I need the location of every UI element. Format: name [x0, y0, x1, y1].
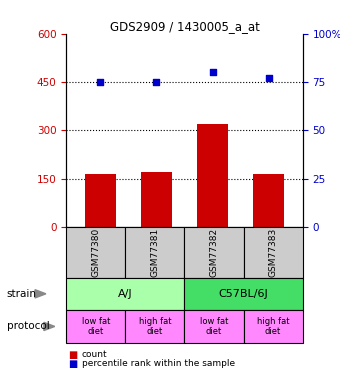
- Polygon shape: [44, 322, 55, 331]
- Text: C57BL/6J: C57BL/6J: [219, 289, 268, 299]
- Text: GSM77381: GSM77381: [150, 228, 159, 277]
- Bar: [85, 174, 116, 227]
- Text: low fat
diet: low fat diet: [82, 317, 110, 336]
- Point: [266, 75, 272, 81]
- Title: GDS2909 / 1430005_a_at: GDS2909 / 1430005_a_at: [109, 20, 259, 33]
- Text: ■: ■: [68, 359, 77, 369]
- Text: ■: ■: [68, 350, 77, 360]
- Text: GSM77383: GSM77383: [269, 228, 277, 277]
- Polygon shape: [35, 290, 46, 298]
- Text: GSM77380: GSM77380: [91, 228, 100, 277]
- Bar: [253, 174, 284, 227]
- Text: high fat
diet: high fat diet: [257, 317, 289, 336]
- Text: high fat
diet: high fat diet: [139, 317, 171, 336]
- Text: percentile rank within the sample: percentile rank within the sample: [82, 359, 235, 368]
- Point: [154, 79, 159, 85]
- Bar: [197, 124, 228, 227]
- Text: GSM77382: GSM77382: [209, 228, 219, 277]
- Point: [210, 69, 215, 75]
- Text: protocol: protocol: [7, 321, 50, 332]
- Text: A/J: A/J: [118, 289, 133, 299]
- Text: count: count: [82, 350, 107, 359]
- Bar: [141, 172, 172, 227]
- Text: strain: strain: [7, 289, 37, 299]
- Text: low fat
diet: low fat diet: [200, 317, 228, 336]
- Point: [97, 79, 103, 85]
